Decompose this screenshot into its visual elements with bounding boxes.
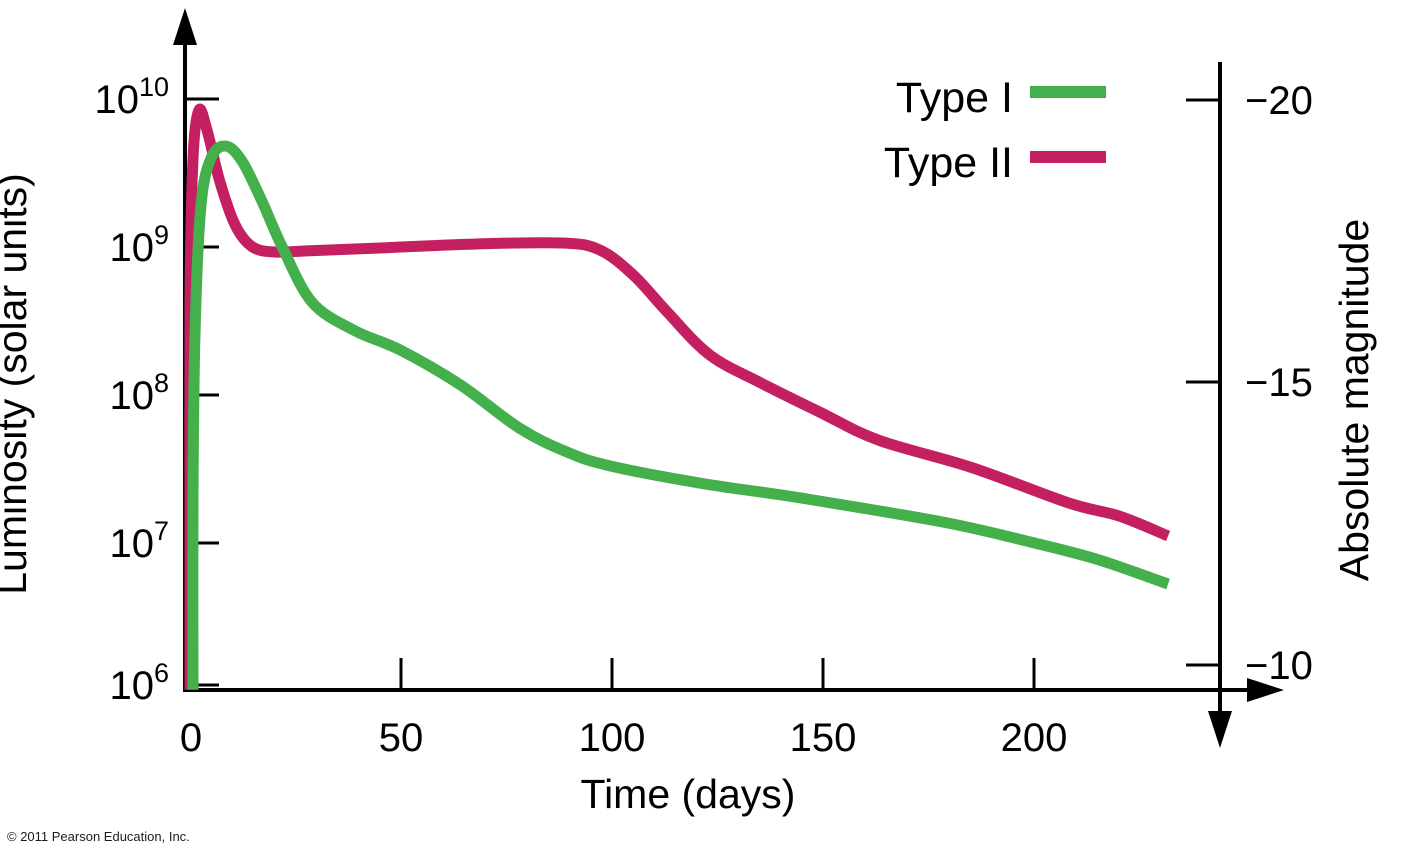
legend-label-type-i: Type I: [896, 74, 1013, 122]
left-axis-up-arrowhead: [173, 8, 197, 45]
left-tick-label-1e9: 109: [109, 220, 169, 270]
right-axis-down-arrowhead: [1208, 711, 1232, 748]
right-tick-label-neg20: −20: [1245, 79, 1313, 123]
bottom-tick-label-0: 0: [180, 716, 202, 760]
bottom-tick-label-100: 100: [579, 716, 646, 760]
left-tick-label-1e7: 107: [109, 516, 169, 566]
legend-swatch-type-i: [1030, 86, 1106, 98]
legend-swatch-type-ii: [1030, 151, 1106, 163]
right-axis-title: Absolute magnitude: [1331, 219, 1377, 581]
bottom-axis-title: Time (days): [581, 771, 796, 817]
right-axis: −20 −15 −10 Absolute magnitude: [1186, 62, 1377, 748]
left-axis-title: Luminosity (solar units): [0, 173, 35, 595]
type-i-curve: [187, 140, 1170, 690]
left-axis: 1010 109 108 107 106 Luminosity (solar u…: [0, 8, 219, 708]
bottom-axis-right-arrowhead: [1247, 678, 1284, 702]
bottom-tick-label-150: 150: [790, 716, 857, 760]
left-tick-label-1e6: 106: [109, 658, 169, 708]
legend: Type I Type II: [884, 74, 1106, 187]
right-tick-label-neg10: −10: [1245, 644, 1313, 688]
bottom-tick-label-200: 200: [1001, 716, 1068, 760]
right-tick-label-neg15: −15: [1245, 361, 1313, 405]
left-tick-label-1e10: 1010: [94, 72, 169, 122]
left-tick-label-1e8: 108: [109, 368, 169, 418]
legend-label-type-ii: Type II: [884, 139, 1013, 187]
copyright-notice: © 2011 Pearson Education, Inc.: [7, 829, 190, 844]
bottom-tick-label-50: 50: [379, 716, 424, 760]
type-ii-curve: [184, 103, 1171, 690]
curves: [184, 103, 1171, 690]
bottom-axis: 0 50 100 150 200 Time (days): [180, 658, 1284, 817]
